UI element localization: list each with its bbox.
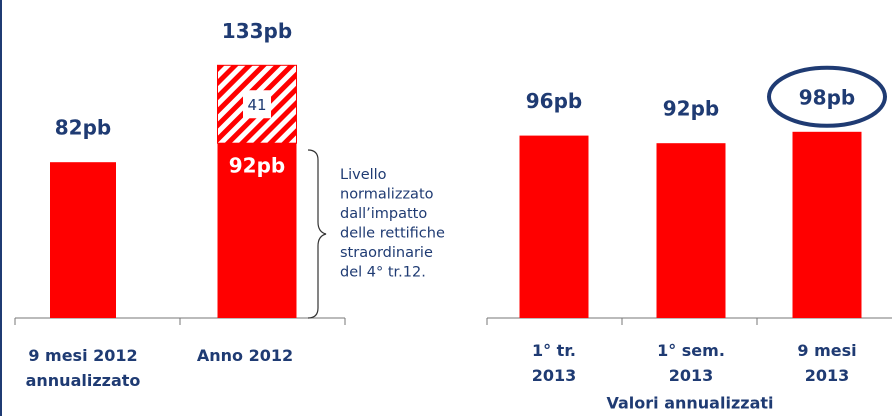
x-tick-label: Anno 2012 bbox=[196, 346, 294, 365]
annotation: dall’impatto bbox=[340, 206, 427, 222]
data-label: 41 bbox=[247, 96, 266, 114]
data-label: 92pb bbox=[229, 154, 285, 178]
x-tick-label: 9 mesi 2012 annualizzato bbox=[25, 346, 141, 390]
brace bbox=[307, 149, 327, 319]
annotation: del 4° tr.12. bbox=[340, 265, 426, 281]
highlight-ring bbox=[767, 65, 887, 128]
bar bbox=[656, 143, 726, 318]
baseline-left bbox=[14, 317, 346, 325]
bar bbox=[519, 135, 589, 318]
label-box bbox=[243, 90, 271, 119]
data-label: 98pb bbox=[799, 85, 855, 109]
data-label: 82pb bbox=[55, 116, 111, 140]
total-label: 133pb bbox=[222, 19, 292, 43]
x-tick-label: 9 mesi 2013 bbox=[797, 341, 857, 385]
baseline-right bbox=[486, 317, 892, 325]
data-label: 96pb bbox=[526, 89, 582, 113]
annotation: normalizzato bbox=[340, 187, 434, 203]
bar bbox=[792, 131, 862, 318]
bar bbox=[217, 143, 297, 318]
annotation: Livello bbox=[340, 167, 387, 183]
x-tick-label: 1° tr. 2013 bbox=[531, 341, 577, 385]
bar bbox=[50, 162, 116, 318]
data-label: 92pb bbox=[663, 97, 719, 121]
group-label: Valori annualizzati bbox=[606, 394, 773, 413]
x-tick-label: 1° sem. 2013 bbox=[657, 341, 725, 385]
annotation: straordinarie bbox=[340, 245, 433, 261]
annotation: delle rettifiche bbox=[340, 226, 445, 242]
